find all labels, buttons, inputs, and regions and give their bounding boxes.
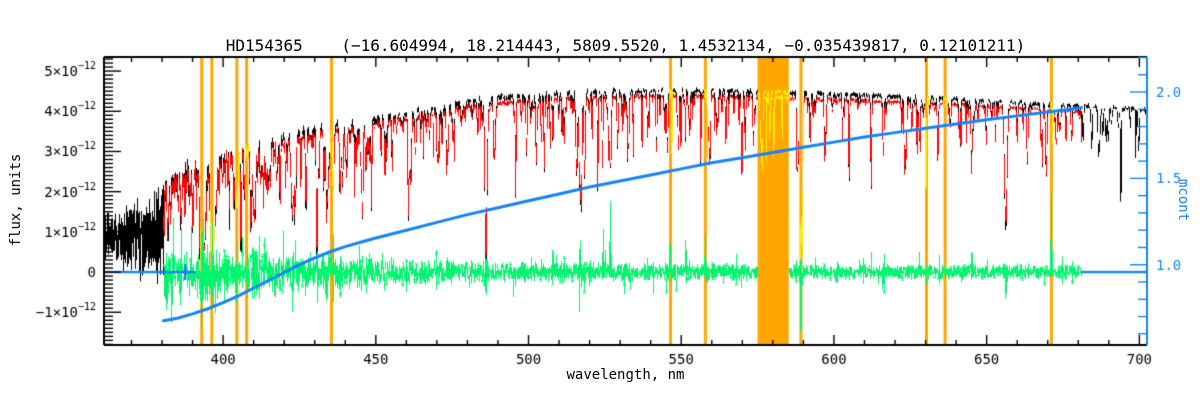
y-axis-label-mcont: mcont [1175,178,1191,222]
x-axis-label: wavelength, nm [566,367,685,383]
y-axis-label-flux: flux, units [8,153,24,247]
plot-title: HD154365 (−16.604994, 18.214443, 5809.55… [225,36,1026,55]
